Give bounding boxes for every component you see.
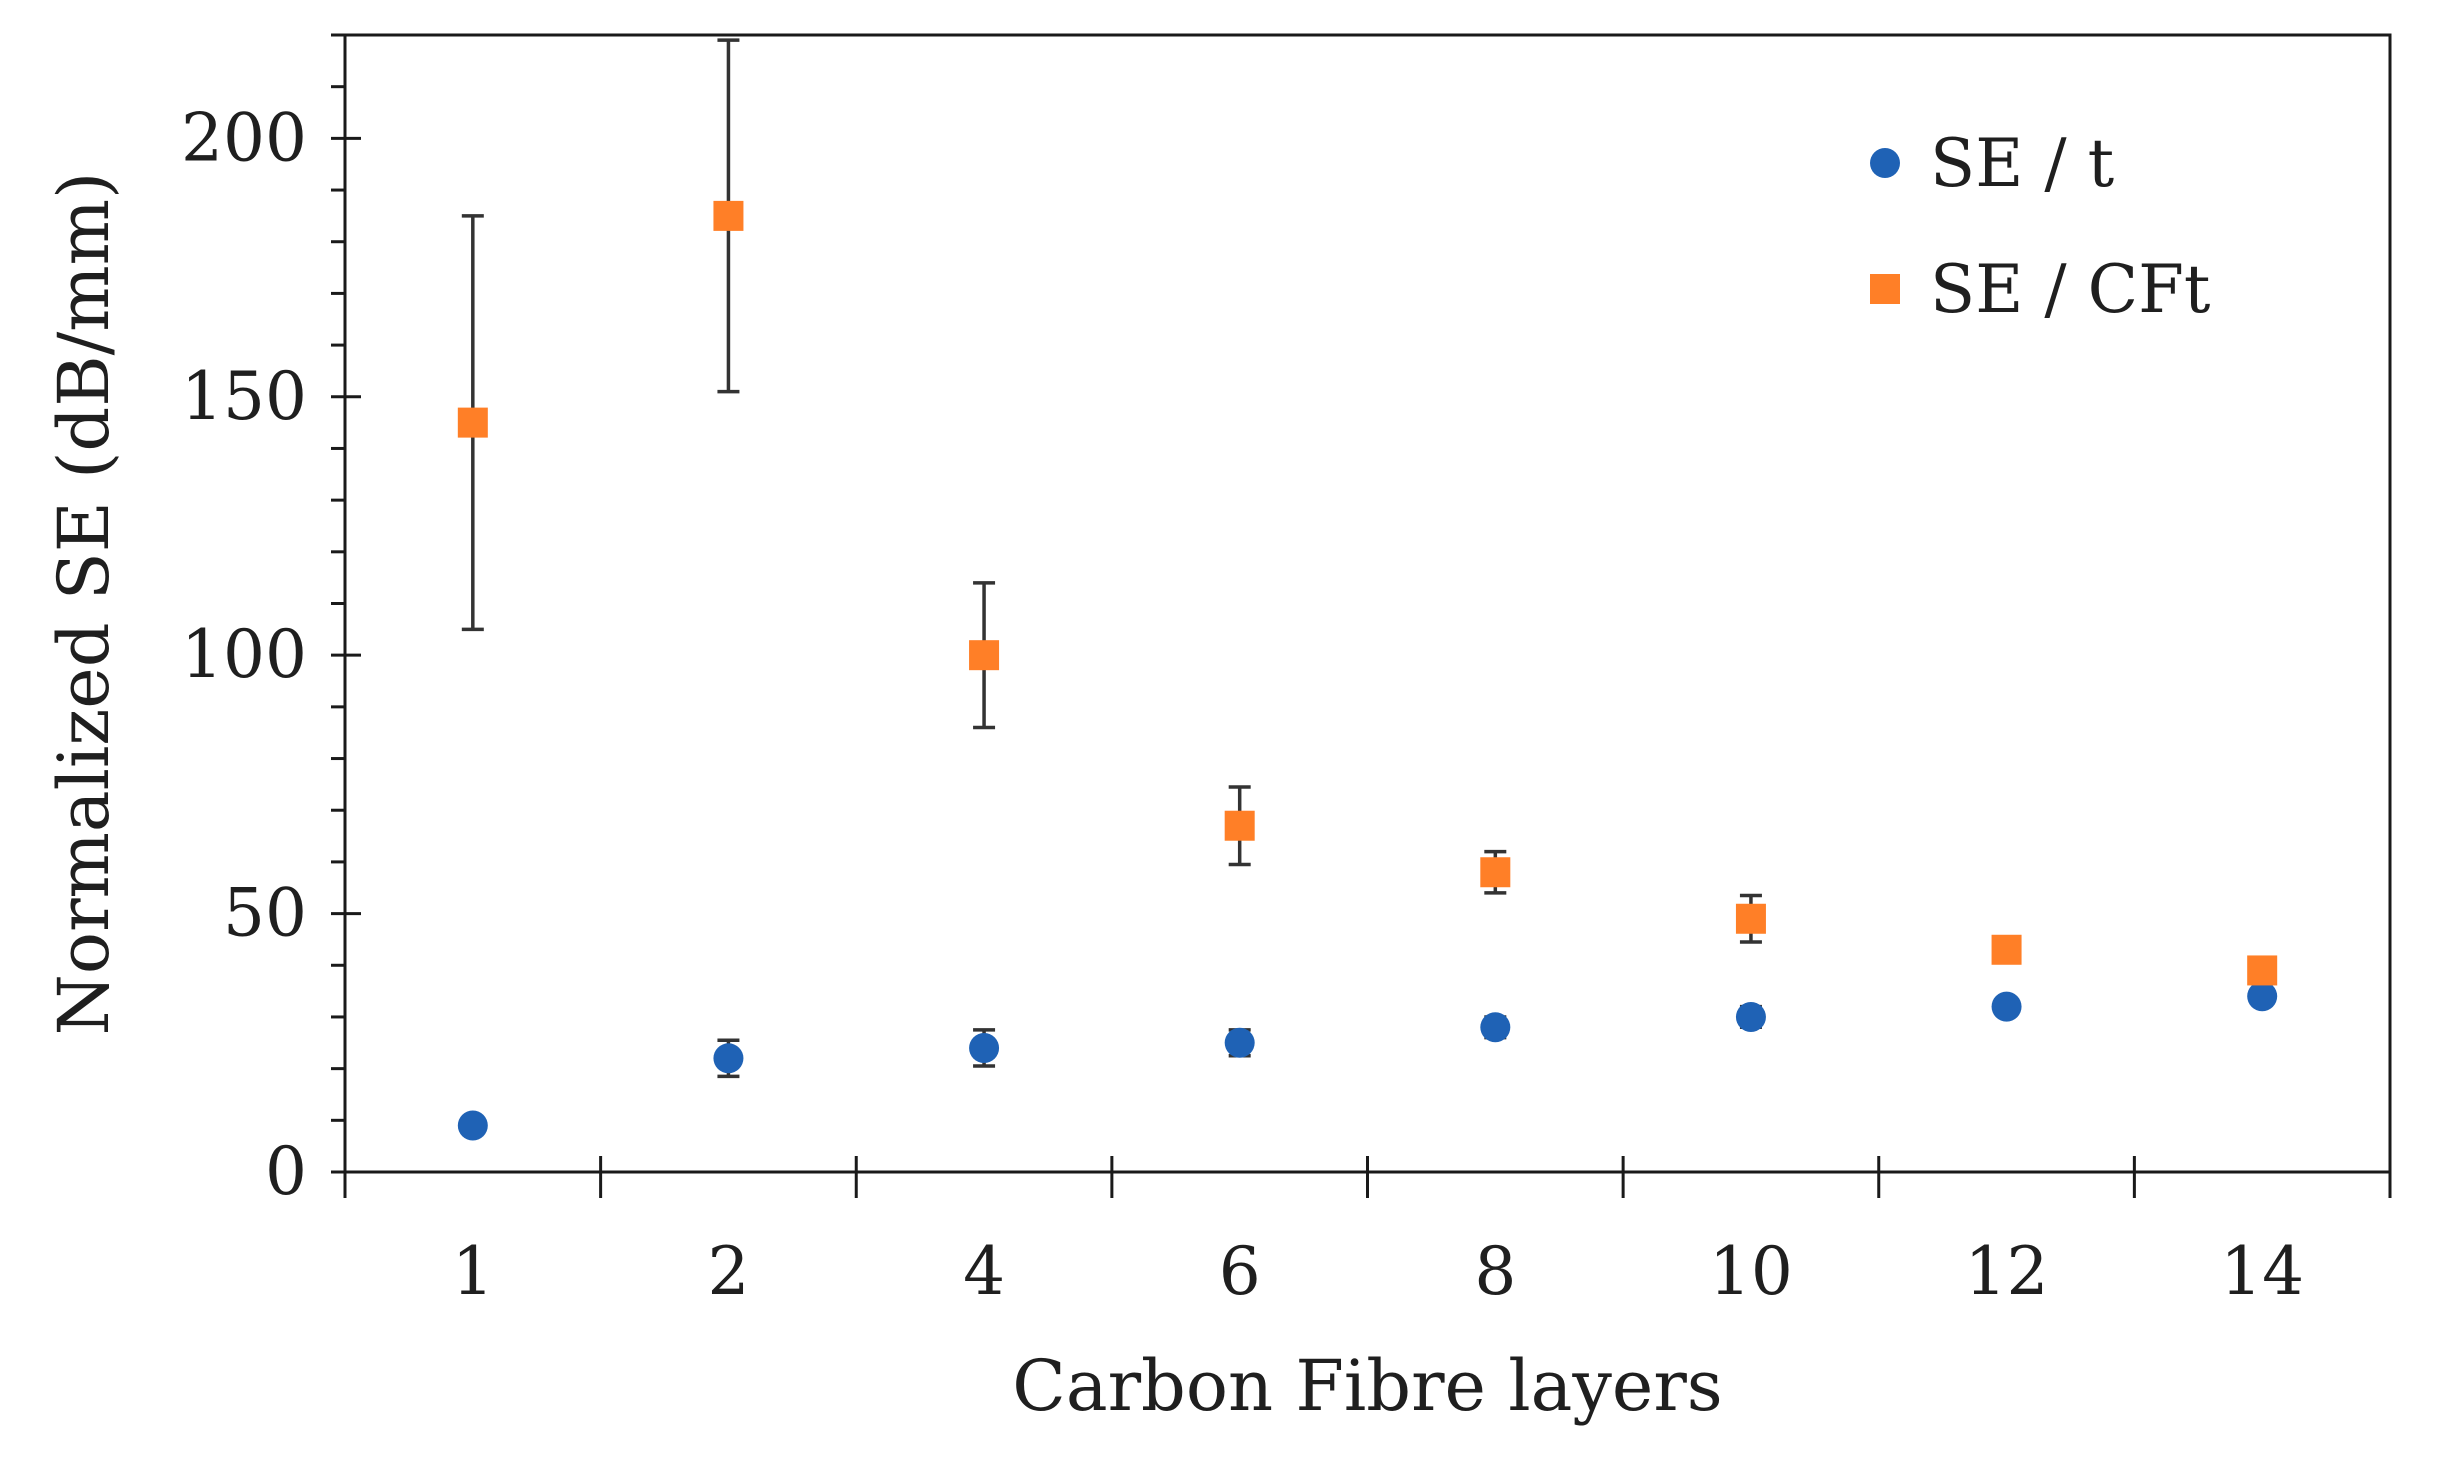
- data-point-square: [457, 407, 488, 438]
- legend-marker-circle: [1870, 148, 1900, 178]
- data-point-circle: [1224, 1027, 1255, 1058]
- data-point-square: [2247, 955, 2278, 986]
- data-points: [457, 200, 2278, 1141]
- data-point-square: [1735, 903, 1766, 934]
- x-tick-label: 6: [1219, 1233, 1261, 1310]
- data-point-square: [1224, 810, 1255, 841]
- y-tick-label: 200: [181, 99, 307, 176]
- data-point-circle: [1480, 1012, 1511, 1043]
- data-point-circle: [2247, 981, 2278, 1012]
- y-tick-label: 100: [181, 616, 307, 693]
- y-tick-label: 150: [181, 358, 307, 435]
- y-axis-title: Normalized SE (dB/mm): [43, 172, 125, 1036]
- data-point-circle: [457, 1110, 488, 1141]
- data-point-circle: [713, 1043, 744, 1074]
- x-tick-label: 10: [1709, 1233, 1793, 1310]
- data-point-square: [1991, 934, 2022, 965]
- data-point-square: [713, 200, 744, 231]
- x-axis: 1 2 4 6 8 10 12 14: [343, 1156, 2392, 1310]
- legend: SE / t SE / CFt: [1870, 125, 2210, 328]
- legend-item: SE / CFt: [1870, 251, 2210, 328]
- x-axis-title: Carbon Fibre layers: [1012, 1345, 1722, 1427]
- y-tick-label: 0: [265, 1133, 307, 1210]
- legend-label: SE / CFt: [1930, 251, 2210, 328]
- x-tick-label: 8: [1474, 1233, 1516, 1310]
- x-tick-label: 12: [1965, 1233, 2049, 1310]
- data-point-circle: [1991, 991, 2022, 1022]
- data-point-square: [969, 640, 1000, 671]
- x-tick-label: 4: [963, 1233, 1005, 1310]
- data-point-circle: [1735, 1001, 1766, 1032]
- data-point-square: [1480, 857, 1511, 888]
- data-point-circle: [969, 1032, 1000, 1063]
- y-tick-label: 50: [223, 875, 307, 952]
- plot-border: [343, 33, 2392, 1174]
- legend-item: SE / t: [1870, 125, 2114, 202]
- legend-marker-square: [1870, 274, 1900, 304]
- x-tick-label: 1: [452, 1233, 494, 1310]
- y-axis: 0 50 100 150 200: [181, 33, 361, 1210]
- plot-area: [343, 33, 2392, 1174]
- x-tick-label: 2: [707, 1233, 749, 1310]
- legend-label: SE / t: [1930, 125, 2114, 202]
- x-tick-label: 14: [2220, 1233, 2304, 1310]
